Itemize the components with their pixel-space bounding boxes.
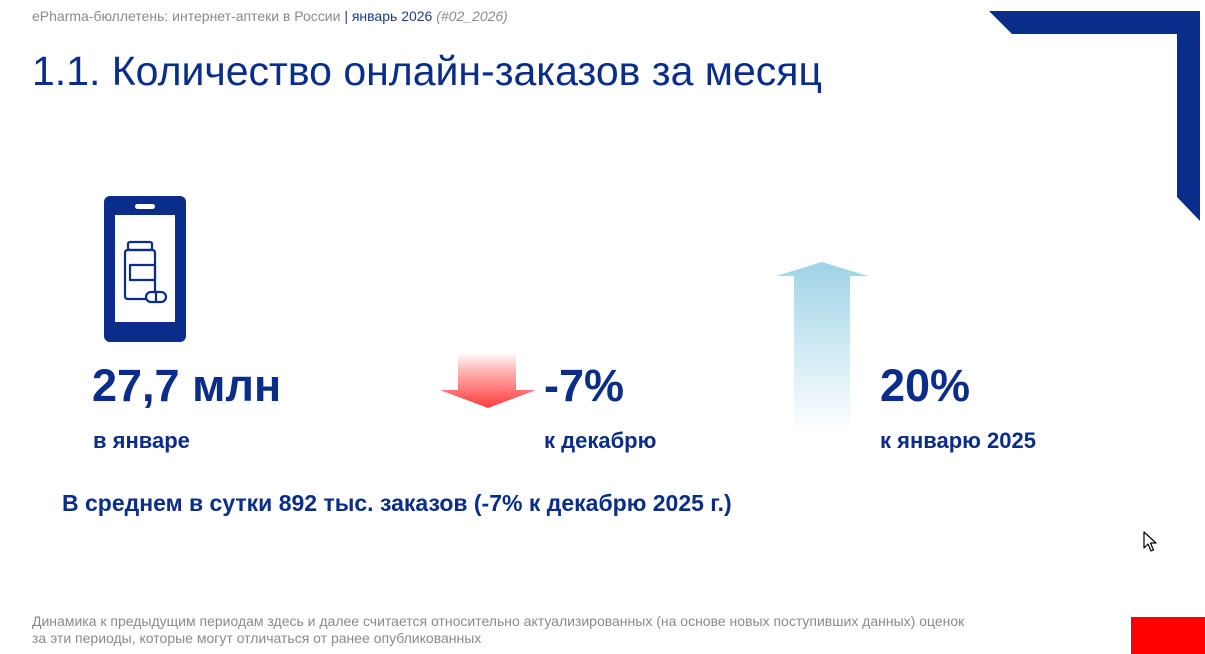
publication-name: ePharma-бюллетень: интернет-аптеки в Рос… [32, 8, 341, 24]
page-title: 1.1. Количество онлайн-заказов за месяц [32, 48, 822, 94]
total-orders-label: в январе [93, 428, 190, 453]
issue-number: (#02_2026) [436, 8, 508, 24]
mouse-cursor-icon [1143, 531, 1157, 552]
smartphone-pharmacy-icon [104, 196, 186, 342]
arrow-down-icon [440, 352, 536, 408]
arrow-up-icon [776, 262, 868, 434]
publication-header: ePharma-бюллетень: интернет-аптеки в Рос… [32, 8, 508, 24]
month-change-label: к декабрю [544, 428, 657, 453]
daily-average-summary: В среднем в сутки 892 тыс. заказов (-7% … [62, 490, 732, 516]
footnote-line-1: Динамика к предыдущим периодам здесь и д… [32, 613, 965, 629]
brand-accent-block [1131, 617, 1205, 654]
year-change-value: 20% [880, 360, 971, 411]
total-orders-value: 27,7 млн [92, 360, 282, 411]
footnote-line-2: за эти периоды, которые могут отличаться… [32, 630, 482, 646]
issue-month: январь 2026 [351, 8, 433, 24]
year-change-label: к январю 2025 [880, 428, 1036, 453]
header-separator: | [344, 8, 348, 24]
methodology-footnote: Динамика к предыдущим периодам здесь и д… [32, 613, 1112, 647]
month-change-value: -7% [544, 360, 625, 411]
corner-decoration [989, 11, 1200, 221]
